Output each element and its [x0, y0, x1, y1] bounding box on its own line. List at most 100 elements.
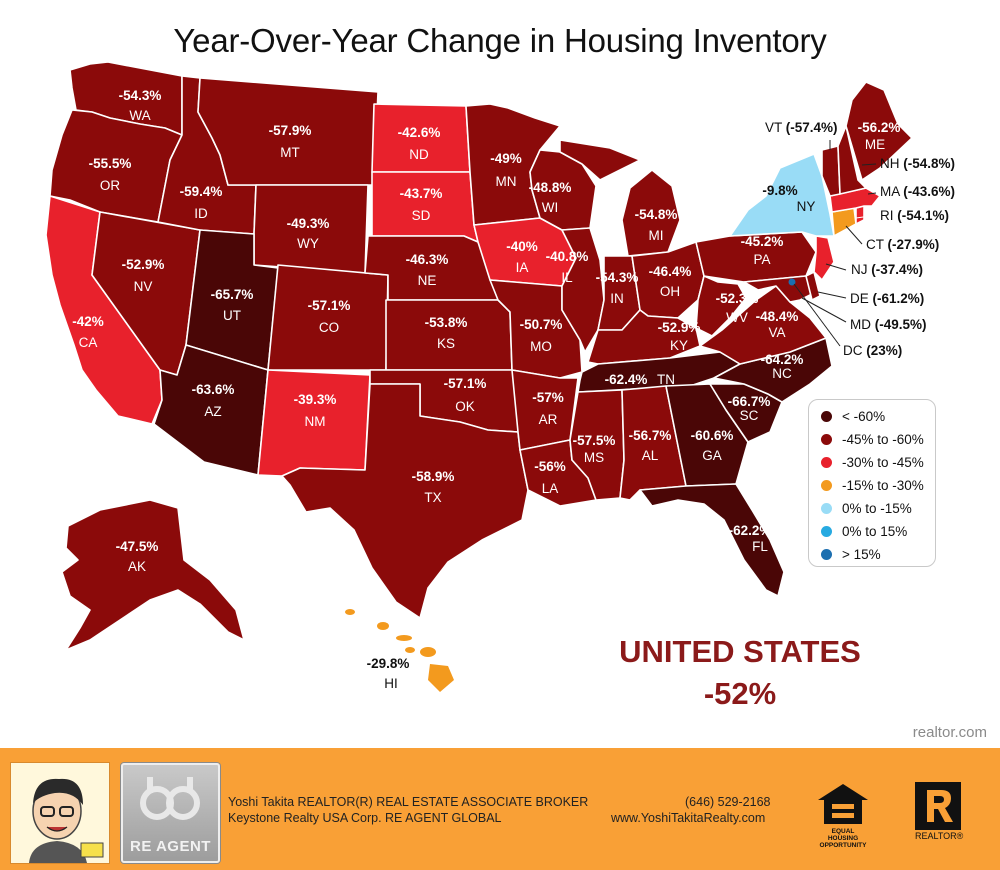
label-TX-abbr: TX — [424, 490, 441, 505]
label-IA-value: -40% — [506, 239, 538, 254]
label-OR-value: -55.5% — [89, 156, 132, 171]
legend-item: < -60% — [821, 405, 935, 428]
label-ND-value: -42.6% — [398, 125, 441, 140]
label-KY-abbr: KY — [670, 338, 688, 353]
label-VA-abbr: VA — [768, 325, 785, 340]
legend-label: -15% to -30% — [842, 478, 924, 493]
state-AR — [511, 369, 579, 451]
state-WI — [529, 149, 597, 231]
re-agent-logo-text: RE AGENT — [130, 838, 211, 855]
label-OR-abbr: OR — [100, 178, 121, 193]
label-FL-value: -62.2% — [729, 523, 772, 538]
legend-item: 0% to 15% — [821, 520, 935, 543]
callout-arrows — [829, 140, 877, 245]
callout-labels: VT (-57.4%) NH (-54.8%) MA (-43.6%) RI (… — [765, 120, 955, 358]
label-ID-value: -59.4% — [180, 184, 223, 199]
state-NJ — [813, 235, 835, 281]
label-IN-value: -54.3% — [596, 270, 639, 285]
label-AR-abbr: AR — [539, 412, 558, 427]
legend-label: > 15% — [842, 547, 881, 562]
label-VA-value: -48.4% — [756, 309, 799, 324]
state-AK — [61, 499, 245, 651]
legend-label: 0% to -15% — [842, 501, 912, 516]
label-UT-value: -65.7% — [211, 287, 254, 302]
agent-line: Yoshi Takita REALTOR(R) REAL ESTATE ASSO… — [228, 795, 589, 809]
label-AL-abbr: AL — [642, 448, 659, 463]
label-SD-value: -43.7% — [400, 186, 443, 201]
label-UT-abbr: UT — [223, 308, 241, 323]
label-NY-abbr: NY — [797, 199, 816, 214]
state-SD — [371, 171, 479, 243]
label-LA-abbr: LA — [542, 481, 559, 496]
legend-label: 0% to 15% — [842, 524, 908, 539]
label-WI-abbr: WI — [542, 200, 559, 215]
label-GA-value: -60.6% — [691, 428, 734, 443]
label-SC-abbr: SC — [740, 408, 759, 423]
label-WA-value: -54.3% — [119, 88, 162, 103]
callout-DC: DC (23%) — [843, 343, 902, 358]
label-WV-abbr: WV — [726, 310, 748, 325]
source-link[interactable]: realtor.com — [912, 724, 987, 741]
keys-icon — [140, 777, 200, 820]
legend-swatch — [821, 503, 832, 514]
label-MO-value: -50.7% — [520, 317, 563, 332]
label-NM-value: -39.3% — [294, 392, 337, 407]
label-AR-value: -57% — [532, 390, 564, 405]
realtor-mark-text: REALTOR® — [915, 831, 964, 841]
phone-number[interactable]: (646) 529-2168 — [685, 795, 771, 809]
label-NY-value: -9.8% — [762, 183, 797, 198]
state-NH — [837, 125, 867, 195]
state-DE — [805, 271, 821, 301]
callout-NH: NH (-54.8%) — [880, 156, 955, 171]
label-IL-abbr: IL — [561, 270, 573, 285]
company-line: Keystone Realty USA Corp. RE AGENT GLOBA… — [228, 811, 502, 825]
label-OK-abbr: OK — [455, 399, 475, 414]
label-KS-abbr: KS — [437, 336, 455, 351]
label-ME-value: -56.2% — [858, 120, 901, 135]
label-WY-value: -49.3% — [287, 216, 330, 231]
label-LA-value: -56% — [534, 459, 566, 474]
legend-item: -15% to -30% — [821, 474, 935, 497]
state-ME — [845, 81, 913, 181]
state-CO — [267, 264, 389, 371]
label-MN-abbr: MN — [496, 174, 517, 189]
callout-VT: VT (-57.4%) — [765, 120, 838, 135]
label-KY-value: -52.9% — [658, 320, 701, 335]
label-AK-abbr: AK — [128, 559, 146, 574]
callout-leaders-dark — [793, 263, 847, 347]
label-MT-abbr: MT — [280, 145, 300, 160]
label-MS-value: -57.5% — [573, 433, 616, 448]
label-PA-value: -45.2% — [741, 234, 784, 249]
legend-item: 0% to -15% — [821, 497, 935, 520]
legend-swatch — [821, 457, 832, 468]
label-CA-value: -42% — [72, 314, 104, 329]
state-MI — [559, 139, 641, 181]
footer-banner: RE AGENT Yoshi Takita REALTOR(R) REAL ES… — [0, 748, 1000, 870]
legend-swatch — [821, 526, 832, 537]
legend-swatch — [821, 434, 832, 445]
state-TX — [281, 383, 529, 619]
label-MS-abbr: MS — [584, 450, 604, 465]
label-TX-value: -58.9% — [412, 469, 455, 484]
website-link[interactable]: www.YoshiTakitaRealty.com — [611, 811, 766, 825]
label-NC-abbr: NC — [772, 366, 792, 381]
label-NE-abbr: NE — [418, 273, 437, 288]
label-MO-abbr: MO — [530, 339, 552, 354]
callout-CT: CT (-27.9%) — [866, 237, 939, 252]
label-WY-abbr: WY — [297, 236, 319, 251]
label-MI-abbr: MI — [649, 228, 664, 243]
callout-NJ: NJ (-37.4%) — [851, 262, 923, 277]
label-ME-abbr: ME — [865, 137, 885, 152]
state-VA — [699, 285, 827, 365]
legend-swatch — [821, 411, 832, 422]
label-SD-abbr: SD — [412, 208, 431, 223]
callout-DE: DE (-61.2%) — [850, 291, 924, 306]
caricature-avatar-icon — [10, 762, 110, 864]
label-TN-abbr: TN — [657, 372, 675, 387]
state-HI — [345, 609, 454, 692]
legend-item: -30% to -45% — [821, 451, 935, 474]
map-title: Year-Over-Year Change in Housing Invento… — [173, 22, 827, 59]
label-GA-abbr: GA — [702, 448, 722, 463]
label-NC-value: -64.2% — [761, 352, 804, 367]
label-CO-abbr: CO — [319, 320, 339, 335]
